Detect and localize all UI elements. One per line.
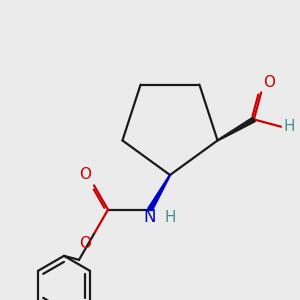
Text: O: O — [263, 75, 275, 90]
Text: O: O — [79, 167, 91, 182]
Text: N: N — [144, 208, 156, 226]
Text: H: H — [284, 119, 296, 134]
Text: H: H — [164, 210, 176, 225]
Polygon shape — [148, 175, 170, 211]
Polygon shape — [217, 117, 255, 141]
Text: O: O — [79, 236, 91, 251]
